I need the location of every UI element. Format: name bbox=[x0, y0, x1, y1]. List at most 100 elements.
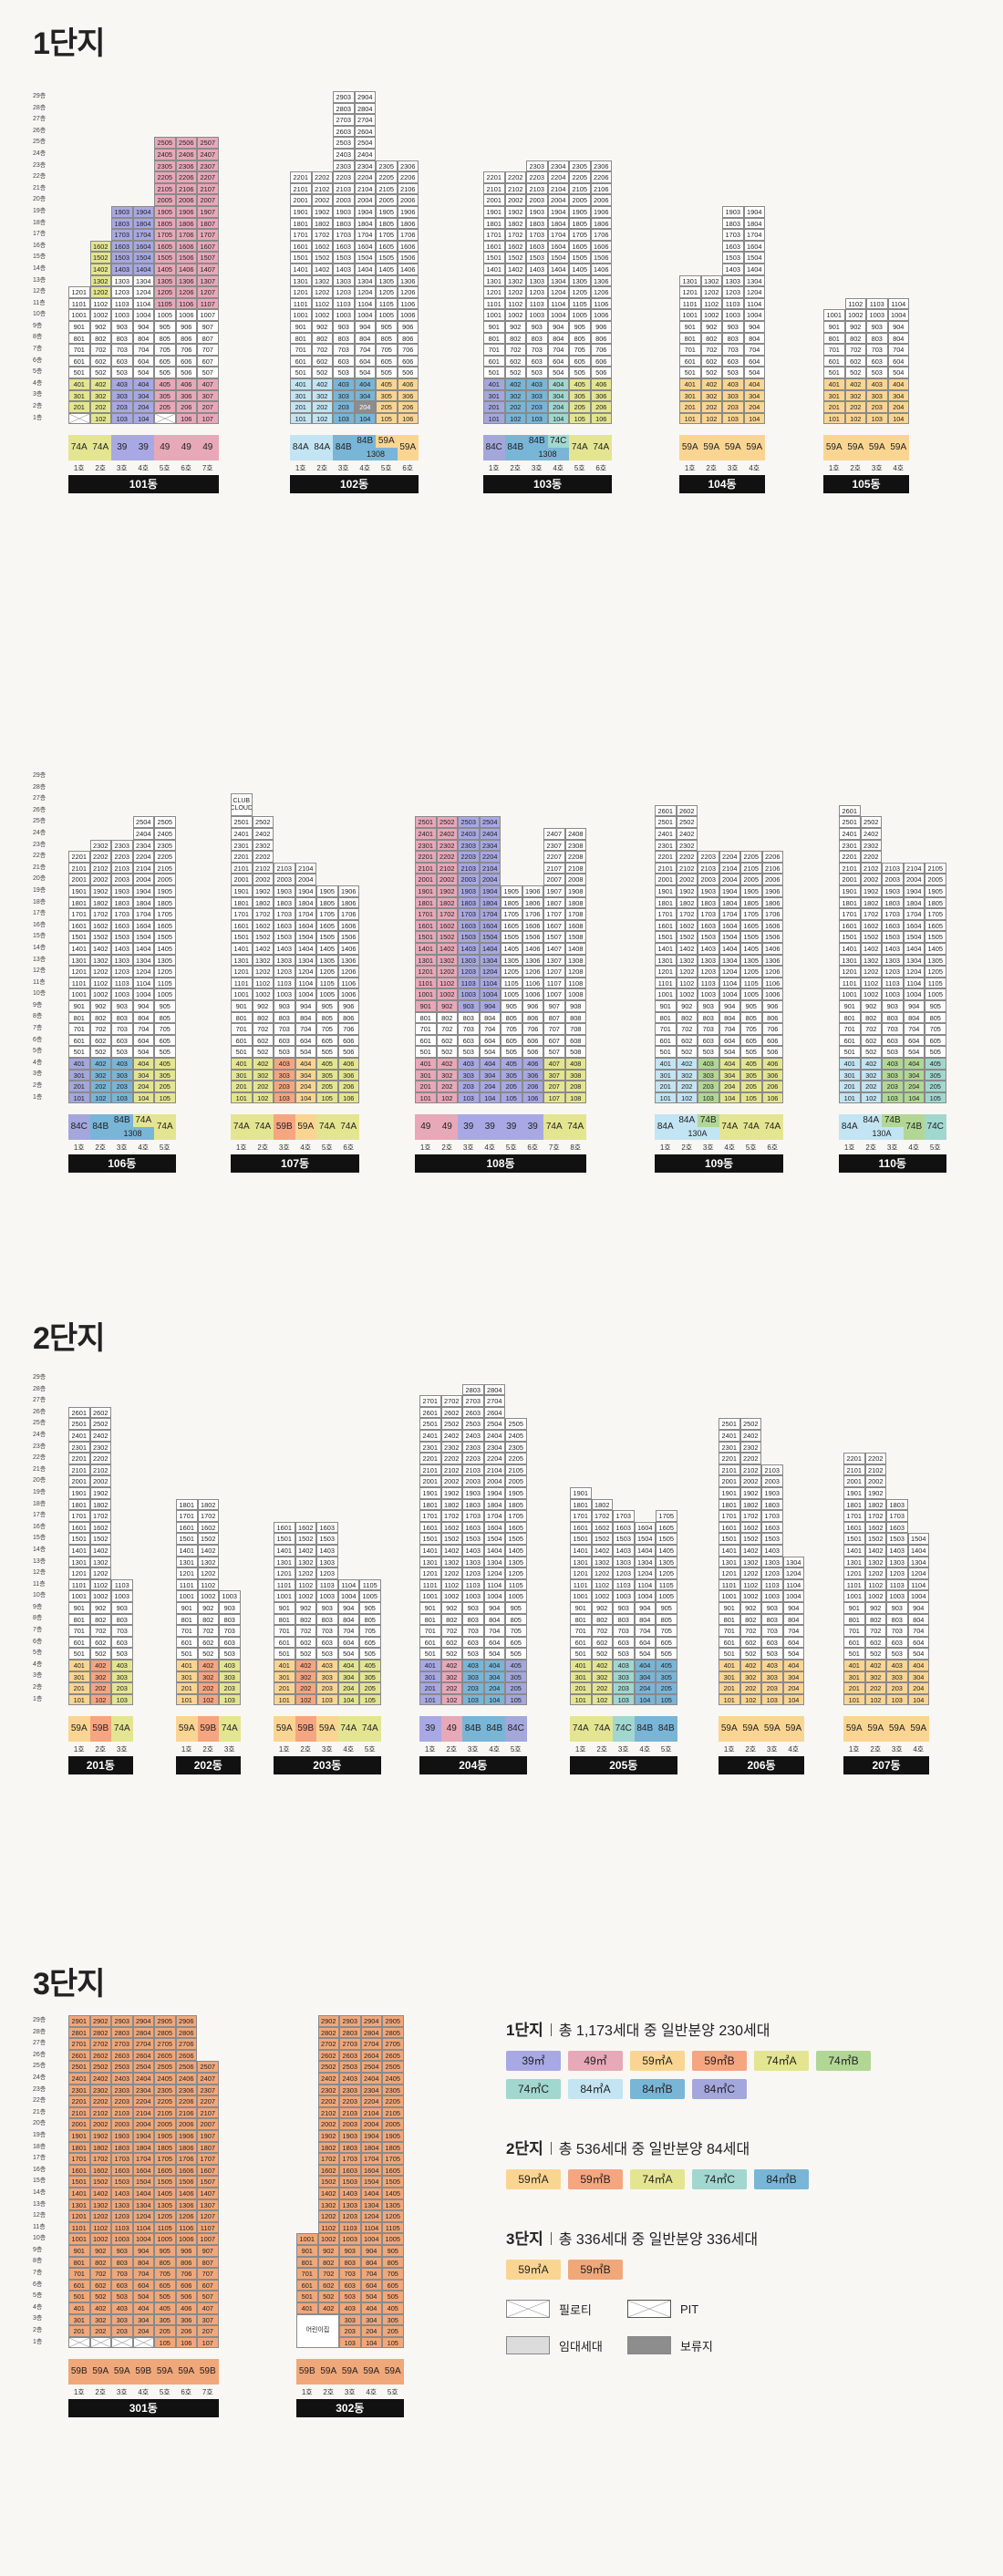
unit-cell: 1602 bbox=[311, 240, 333, 253]
unit-cell: 602 bbox=[440, 1636, 462, 1649]
unit-cell: 2401 bbox=[719, 1430, 740, 1442]
unit-cell: 2101 bbox=[419, 1464, 441, 1476]
unit-cell: 105 bbox=[925, 1091, 946, 1104]
unit-cell: 701 bbox=[68, 344, 90, 356]
unit-cell: 803 bbox=[882, 1011, 904, 1024]
unit-cell: 403 bbox=[698, 1058, 719, 1070]
unit-cell: 904 bbox=[360, 2245, 382, 2257]
unit-cell: 903 bbox=[698, 1000, 719, 1012]
unit-cell: 506 bbox=[397, 367, 419, 378]
complex-2-title: 2단지 bbox=[33, 1321, 105, 1356]
unit-cell: 1001 bbox=[719, 1590, 740, 1602]
unit-cell: 201 bbox=[68, 1081, 90, 1092]
unit-cell: 1007 bbox=[197, 309, 219, 321]
unit-cell: 2103 bbox=[274, 862, 295, 874]
unit-cell: 1902 bbox=[89, 2130, 111, 2142]
unit-cell: 1204 bbox=[547, 286, 569, 298]
unit-cell: 1401 bbox=[176, 1545, 198, 1557]
unit-cell: 606 bbox=[175, 2279, 197, 2292]
unit-cell: 1703 bbox=[886, 1510, 908, 1522]
unit-cell: 1003 bbox=[111, 2233, 133, 2245]
unit-cell: 601 bbox=[419, 1636, 441, 1649]
unit-cell: 2101 bbox=[290, 182, 312, 195]
unit-cell: 2103 bbox=[111, 862, 133, 874]
unit-cell: 1004 bbox=[634, 1590, 656, 1602]
unit-cell: 2502 bbox=[252, 816, 274, 828]
unit-cell: 1306 bbox=[175, 274, 197, 287]
unit-cell: 101 bbox=[176, 1693, 198, 1706]
unit-cell: 1002 bbox=[252, 988, 274, 1000]
unit-cell: 1102 bbox=[89, 297, 111, 310]
unit-cell: 2305 bbox=[569, 160, 591, 172]
unit-cell: 402 bbox=[676, 1058, 698, 1070]
unit-cell: 1401 bbox=[570, 1545, 592, 1557]
unit-cell: 2401 bbox=[415, 828, 437, 840]
unit-cell: 305 bbox=[505, 1671, 527, 1683]
unit-cell: 303 bbox=[462, 1671, 484, 1683]
unit-cell: 806 bbox=[522, 1011, 543, 1024]
unit-cell: 2803 bbox=[462, 1383, 484, 1396]
unit-cell: 1604 bbox=[719, 919, 740, 932]
unit-cell: 1303 bbox=[462, 1556, 484, 1568]
unit-cell: 2004 bbox=[360, 2118, 382, 2130]
unit-cell: 205 bbox=[569, 401, 591, 413]
unit-cell: 1906 bbox=[590, 206, 612, 218]
ho-label: 2호 bbox=[870, 1745, 882, 1754]
unit-cell: 1304 bbox=[743, 274, 765, 287]
unit-cell: 1803 bbox=[111, 2141, 133, 2154]
ho-label: 4호 bbox=[913, 1745, 925, 1754]
floor-label: 21층 bbox=[33, 864, 47, 871]
floor-label: 4층 bbox=[33, 2303, 43, 2311]
unit-cell: 1801 bbox=[68, 2141, 90, 2154]
unit-cell: 1604 bbox=[295, 919, 316, 932]
unit-cell: 203 bbox=[613, 1682, 635, 1694]
unit-cell: 1804 bbox=[132, 217, 154, 230]
unit-cell: 1901 bbox=[68, 2130, 90, 2142]
unit-cell: 704 bbox=[743, 344, 765, 356]
unit-type-box: 59A bbox=[782, 1716, 804, 1743]
piloti-cell bbox=[68, 412, 90, 425]
unit-cell: 901 bbox=[68, 2245, 90, 2257]
legend-c1-name: 1단지 bbox=[506, 2022, 543, 2039]
floor-label: 27층 bbox=[33, 2040, 47, 2047]
unit-cell: 2402 bbox=[739, 1430, 761, 1442]
unit-cell: 703 bbox=[111, 1023, 133, 1035]
unit-cell: 505 bbox=[505, 1648, 527, 1660]
unit-cell: 1103 bbox=[339, 2221, 361, 2234]
unit-cell: 1003 bbox=[882, 988, 904, 1000]
unit-cell: 1205 bbox=[316, 966, 338, 978]
unit-cell: 2804 bbox=[360, 2026, 382, 2039]
unit-cell: 1104 bbox=[479, 977, 501, 989]
unit-cell: 1608 bbox=[564, 919, 586, 932]
unit-cell: 1704 bbox=[483, 1510, 505, 1522]
unit-cell: 906 bbox=[175, 2245, 197, 2257]
unit-cell: 805 bbox=[154, 2256, 176, 2269]
unit-cell: 803 bbox=[462, 1613, 484, 1626]
unit-cell: 1505 bbox=[376, 252, 398, 264]
unit-cell: 904 bbox=[743, 321, 765, 333]
unit-cell: 1003 bbox=[111, 988, 133, 1000]
unit-cell: 2202 bbox=[739, 1453, 761, 1464]
unit-cell: 2104 bbox=[295, 862, 316, 874]
unit-cell: 2403 bbox=[333, 149, 355, 160]
unit-cell: 1105 bbox=[154, 297, 176, 310]
unit-cell: 2304 bbox=[132, 2084, 154, 2096]
floor-label: 3층 bbox=[33, 1071, 43, 1078]
unit-cell: 1005 bbox=[154, 988, 176, 1000]
unit-cell: 2602 bbox=[317, 2049, 339, 2062]
unit-cell: 603 bbox=[111, 1034, 133, 1047]
unit-cell: 901 bbox=[274, 1602, 295, 1614]
unit-cell: 301 bbox=[68, 1671, 90, 1683]
unit-cell: 2005 bbox=[740, 874, 762, 885]
unit-cell: 304 bbox=[354, 389, 376, 402]
unit-cell: 804 bbox=[782, 1613, 804, 1626]
unit-cell: 1406 bbox=[175, 2188, 197, 2199]
floor-label: 26층 bbox=[33, 806, 47, 813]
floor-label: 7층 bbox=[33, 1025, 43, 1032]
unit-cell: 2504 bbox=[354, 137, 376, 149]
unit-cell: 207 bbox=[543, 1081, 565, 1092]
unit-cell: 604 bbox=[634, 1636, 656, 1649]
legend-c2-name: 2단지 bbox=[506, 2140, 543, 2157]
unit-cell: 902 bbox=[197, 1602, 219, 1614]
unit-cell: 1603 bbox=[886, 1521, 908, 1534]
